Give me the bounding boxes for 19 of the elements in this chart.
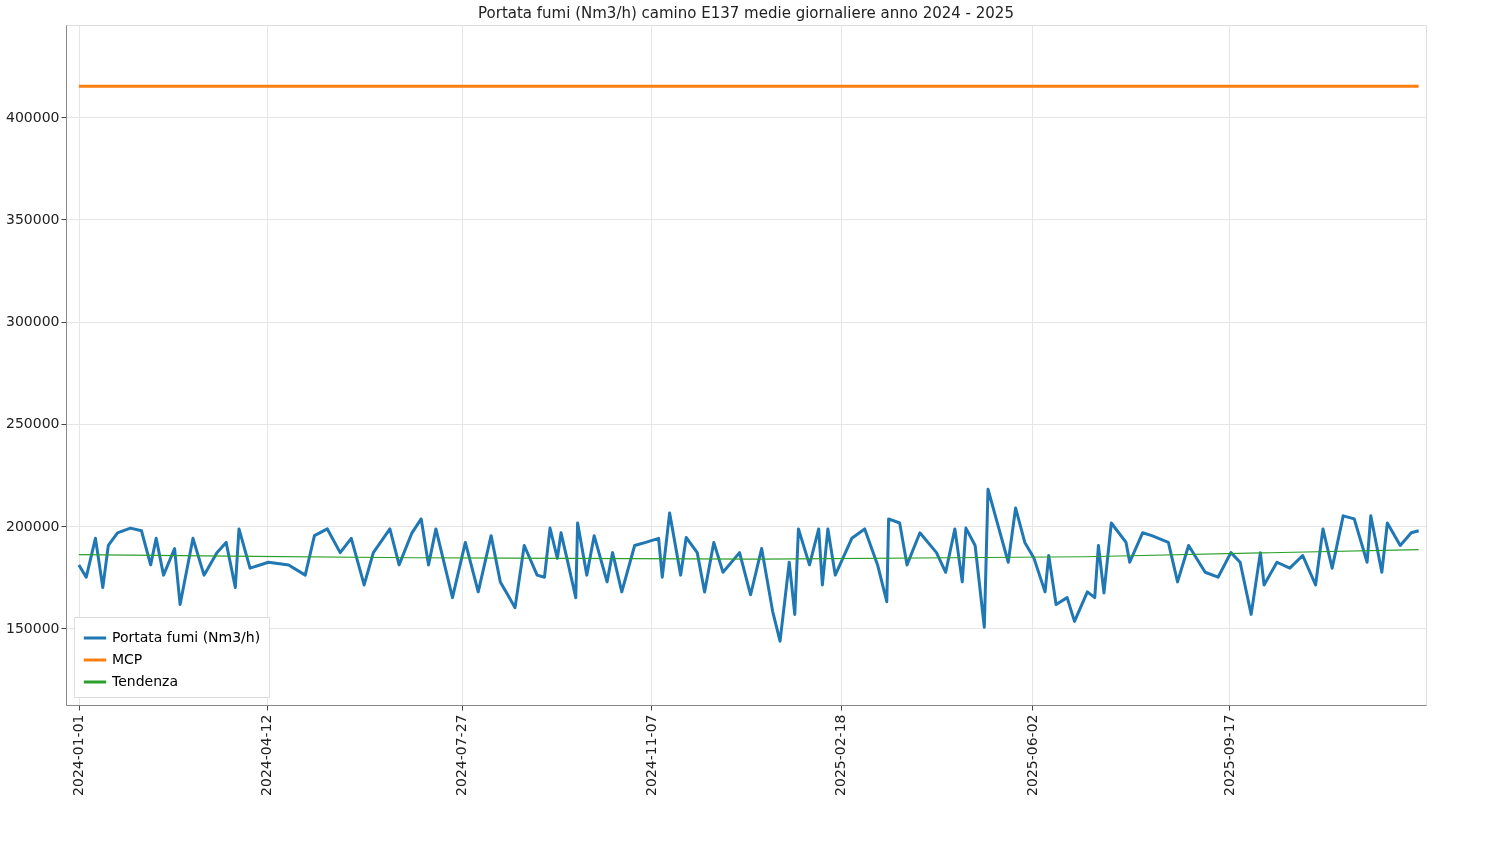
x-tick-label: 2025-09-17 bbox=[1220, 714, 1237, 796]
y-tick-label: 350000 bbox=[6, 210, 60, 227]
x-tick-label: 2024-04-12 bbox=[258, 714, 275, 796]
line-series bbox=[77, 487, 1421, 643]
line-series bbox=[78, 548, 1420, 560]
x-tick-label: 2025-02-18 bbox=[832, 714, 849, 796]
legend-label: Portata fumi (Nm3/h) bbox=[112, 629, 261, 645]
y-tick-label: 150000 bbox=[6, 619, 60, 636]
legend-label: MCP bbox=[112, 651, 143, 667]
x-tick-label: 2024-11-07 bbox=[642, 714, 659, 796]
x-tick-label: 2025-06-02 bbox=[1023, 714, 1040, 796]
x-tick-label: 2024-07-27 bbox=[453, 714, 470, 796]
y-tick-label: 250000 bbox=[6, 415, 60, 432]
x-tick-label: 2024-01-01 bbox=[70, 714, 87, 796]
y-tick-label: 200000 bbox=[6, 517, 60, 534]
chart-title: Portata fumi (Nm3/h) camino E137 medie giornaliere anno 2024 - 2025 bbox=[478, 4, 1014, 22]
legend-label: Tendenza bbox=[111, 673, 178, 689]
y-tick-label: 400000 bbox=[6, 108, 60, 125]
y-tick-label: 300000 bbox=[6, 313, 60, 330]
